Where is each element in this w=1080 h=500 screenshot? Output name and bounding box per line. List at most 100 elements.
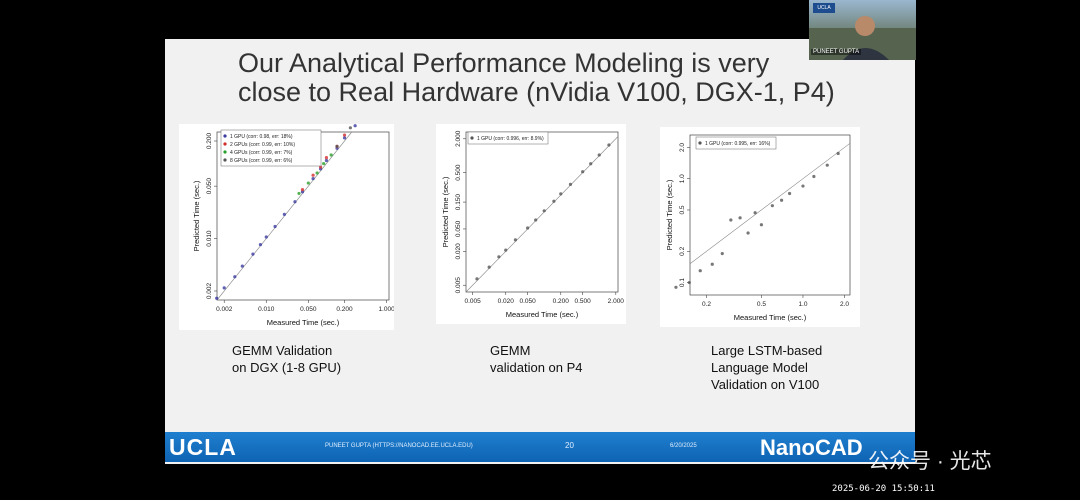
caption-line: GEMM [490, 343, 531, 358]
data-point [801, 184, 805, 188]
x-tick-label: 0.050 [519, 298, 536, 305]
legend-marker [223, 158, 227, 162]
footer-page-number: 20 [565, 441, 574, 450]
legend-marker [223, 142, 227, 146]
data-point [300, 190, 305, 194]
timestamp: 2025-06-20 15:50:11 [832, 484, 935, 494]
caption-line: GEMM Validation [232, 343, 333, 358]
y-tick-label: 0.010 [206, 230, 213, 247]
data-point [738, 216, 742, 220]
y-tick-label: 0.2 [679, 246, 686, 255]
x-tick-label: 0.005 [464, 298, 481, 305]
x-tick-label: 0.500 [575, 298, 592, 305]
data-point [300, 187, 305, 192]
data-point [215, 296, 219, 300]
footer-date: 6/20/2025 [670, 443, 697, 449]
chart-panel-p4: 0.005 0.020 0.050 0.200 0.500 2.000 0.005 0.020… [436, 124, 626, 324]
chart-panel-dgx: 0.002 0.010 0.050 0.200 1.000 0.002 0.010 0.050… [179, 124, 394, 330]
data-point [836, 151, 840, 156]
reference-diagonal [689, 143, 851, 264]
data-point [607, 143, 611, 147]
x-tick-label: 1.0 [798, 301, 807, 308]
y-tick-label: 0.1 [679, 278, 686, 287]
data-point [497, 255, 501, 259]
data-point [306, 181, 310, 185]
slide-title: Our Analytical Performance Modeling is v… [238, 49, 838, 107]
data-point [559, 192, 563, 196]
legend-entry: 8 GPUs (corr: 0.99, err: 6%) [230, 158, 293, 164]
legend-entry: 1 GPU (corr: 0.995, err: 16%) [705, 141, 771, 147]
x-tick-label: 0.5 [757, 301, 766, 308]
y-axis-label: Predicted Time (sec.) [665, 179, 674, 250]
chart-gemm-p4: 0.005 0.020 0.050 0.200 0.500 2.000 0.005 0.020… [441, 130, 625, 319]
y-tick-label: 0.150 [455, 194, 462, 211]
caption-line: Language Model [711, 360, 808, 375]
data-point [487, 265, 491, 269]
video-badge: UCLA [813, 3, 835, 13]
data-point [264, 235, 268, 239]
y-tick-label: 2.0 [679, 143, 686, 152]
caption-line: Large LSTM-based [711, 343, 823, 358]
legend-marker [698, 141, 702, 145]
y-tick-label: 0.500 [455, 164, 462, 181]
presenter-video-tile[interactable]: UCLA PUNEET GUPTA [809, 0, 916, 60]
y-tick-label: 0.020 [455, 243, 462, 260]
legend-entry: 1 GPU (corr: 0.996, err: 8.9%) [477, 136, 544, 142]
legend-box [695, 136, 777, 150]
legend-box [467, 131, 549, 145]
nanocad-logo: NanoCAD [760, 435, 863, 460]
data-point [589, 162, 593, 166]
y-axis-label: Predicted Time (sec.) [441, 176, 450, 247]
y-axis-label: Predicted Time (sec.) [192, 180, 201, 251]
data-point [297, 191, 301, 196]
data-point [475, 277, 479, 281]
footer-author-url: PUNEET GUPTA (HTTPS://NANOCAD.EE.UCLA.ED… [325, 443, 473, 449]
legend-box [220, 129, 322, 167]
data-point [258, 243, 263, 247]
data-point [324, 158, 329, 163]
x-axis-label: Measured Time (sec.) [506, 310, 579, 319]
caption-line: Validation on V100 [711, 377, 820, 392]
legend-entry: 4 GPUs (corr: 0.99, err: 7%) [230, 150, 293, 156]
data-point [581, 170, 585, 174]
x-tick-label: 0.050 [300, 306, 317, 313]
y-tick-label: 1.0 [679, 174, 686, 183]
data-point [513, 238, 518, 242]
caption-line: validation on P4 [490, 360, 583, 375]
slide-title-line-2: close to Real Hardware (nVidia V100, DGX… [238, 77, 835, 107]
y-tick-label: 0.200 [206, 132, 213, 149]
data-point [825, 163, 829, 167]
data-point [240, 264, 244, 268]
caption-lstm: Large LSTM-based Language Model Validati… [711, 342, 822, 393]
data-point [315, 171, 319, 175]
data-point [787, 191, 792, 196]
data-point [568, 182, 573, 186]
data-point [342, 136, 347, 140]
y-tick-label: 0.5 [679, 205, 686, 214]
data-point [342, 133, 347, 137]
reference-diagonal [465, 136, 619, 293]
chart-gemm-dgx: 0.002 0.010 0.050 0.200 1.000 0.002 0.010 0.050… [192, 124, 394, 327]
presenter-silhouette [809, 16, 916, 60]
data-point [324, 156, 329, 160]
data-point [273, 224, 277, 229]
data-point [222, 286, 226, 290]
y-tick-label: 0.005 [455, 277, 462, 294]
data-point [322, 161, 326, 166]
caption-dgx: GEMM Validation on DGX (1-8 GPU) [232, 342, 341, 376]
chart-panel-lstm: 0.2 0.5 1.0 2.0 0.1 0.2 0.5 1.0 2.0 Measured Time… [660, 127, 860, 327]
legend-entry: 1 GPU (corr: 0.98, err: 18%) [230, 134, 293, 140]
x-axis-label: Measured Time (sec.) [734, 313, 807, 322]
legend-marker [470, 136, 474, 140]
chart-lstm-v100: 0.2 0.5 1.0 2.0 0.1 0.2 0.5 1.0 2.0 Measured Time… [665, 134, 851, 322]
legend-entry: 2 GPUs (corr: 0.99, err: 10%) [230, 142, 295, 148]
x-tick-label: 2.0 [840, 301, 849, 308]
x-tick-label: 2.000 [608, 298, 625, 305]
presenter-name: PUNEET GUPTA [811, 49, 862, 55]
presentation-slide: Our Analytical Performance Modeling is v… [165, 39, 915, 464]
data-point [251, 252, 255, 256]
data-point [597, 153, 601, 157]
data-point [729, 218, 733, 222]
legend-marker [223, 150, 227, 154]
data-point [812, 174, 816, 179]
